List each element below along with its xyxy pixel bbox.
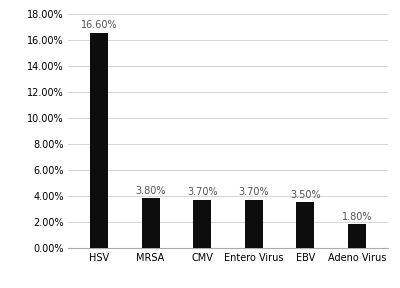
Bar [142, 198, 160, 248]
Bar [348, 224, 366, 248]
Text: 1.80%: 1.80% [342, 212, 372, 222]
Text: 3.70%: 3.70% [238, 187, 269, 197]
Text: 3.80%: 3.80% [135, 186, 166, 196]
Bar [193, 200, 211, 248]
Text: 16.60%: 16.60% [81, 20, 117, 30]
Bar [296, 202, 314, 248]
Bar [245, 200, 263, 248]
Bar [90, 33, 108, 248]
Text: 3.50%: 3.50% [290, 190, 321, 200]
Text: 3.70%: 3.70% [187, 187, 218, 197]
